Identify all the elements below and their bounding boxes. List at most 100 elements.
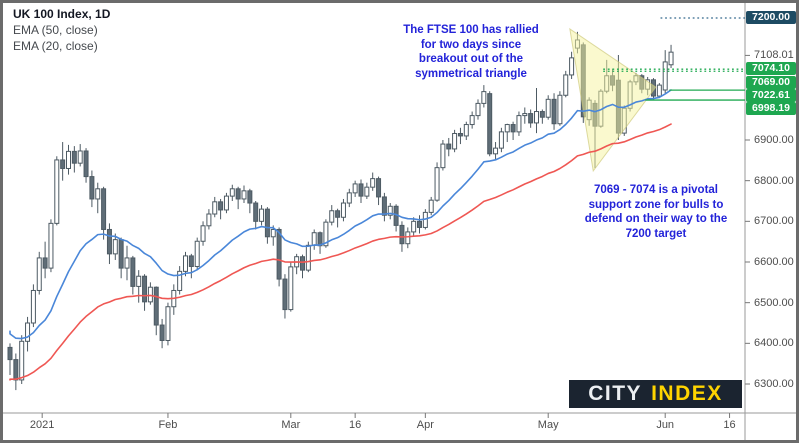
ema-50-line [9,123,672,381]
logo-index-text: INDEX [651,382,723,405]
candle-body [428,199,434,213]
price-tick-label: 6500.00 [754,296,794,309]
logo-city-text: CITY [588,382,643,405]
candle-body [153,286,159,326]
price-badge: 7069.00 [746,75,796,89]
candle-body [77,150,83,164]
price-axis[interactable]: 6900.00 6800.00 6700.00 6600.00 6500.00 6400.… [745,0,799,413]
candle-body [42,257,48,269]
candle-body [71,150,77,164]
candle-body [487,93,493,155]
candle-body [569,57,575,76]
time-tick-label: Apr [416,419,434,431]
candle-body [89,176,95,200]
candle-body [662,61,668,91]
symbol-title[interactable]: UK 100 Index, 1D [13,7,111,21]
candle-body [417,220,422,228]
candle-body [66,150,71,169]
candle-body [212,201,218,215]
candle-body [223,195,229,211]
candle-body [411,220,417,233]
city-index-logo: CITY INDEX [569,380,742,408]
candle-body [352,183,358,194]
time-tick-label: 16 [349,419,362,431]
candle-body [539,111,545,118]
price-badge: 7074.10 [746,62,796,76]
candle-body [551,98,557,125]
candle-body [7,346,13,361]
candle-body [218,201,224,211]
candle-body [534,111,539,124]
candle-body [376,178,382,198]
candle-body [25,322,31,342]
candle-body [253,202,259,222]
indicator-ema20[interactable]: EMA (20, close) [13,39,98,53]
candle-body [235,188,241,200]
price-badge: 7022.61 [746,88,796,102]
candle-body [36,257,42,291]
candle-body [48,222,54,269]
candle-body [434,167,440,201]
candle-body [206,213,212,227]
candle-body [498,131,504,149]
candle-body [101,188,107,230]
price-tick-label: 6400.00 [754,337,794,350]
price-tick-label: 6800.00 [754,174,794,187]
candle-body [522,113,528,117]
price-tick-label: 6900.00 [754,133,794,146]
indicator-ema50[interactable]: EMA (50, close) [13,23,98,37]
candle-body [463,124,469,137]
candle-body [545,98,551,118]
candle-body [270,228,276,238]
candle-body [557,94,563,125]
ema-20-line [9,89,672,340]
candle-body [30,289,36,324]
time-tick-label: 2021 [29,419,55,431]
candle-body [528,113,534,124]
candle-body [563,74,569,96]
candle-body [142,275,148,303]
candle-body [358,183,364,197]
candle-body [194,240,200,267]
candle-body [504,124,510,133]
candle-body [136,275,142,287]
candle-body [106,228,112,255]
chart-legend: UK 100 Index, 1D EMA (50, close) EMA (20… [13,6,110,54]
price-tick-label: 6300.00 [754,378,794,390]
candle-body [305,244,311,271]
candle-body [668,51,674,66]
candle-body [165,306,171,341]
candle-body [452,132,458,150]
time-axis[interactable]: 2021 Feb Mar 16 Apr May Jun 16 [0,413,745,443]
candle-body [60,159,66,169]
candle-body [323,221,329,247]
candle-body [183,255,188,272]
candle-body [83,150,89,178]
candle-body [346,192,352,204]
candle-body [516,115,522,133]
candle-body [282,278,288,311]
price-badge: 6998.19 [746,102,796,116]
candle-body [276,228,282,280]
last-price-label: 7108.01 [754,49,794,62]
candle-body [259,208,265,222]
candle-body [493,147,499,155]
price-badge: 7200.00 [746,10,796,24]
time-tick-label: Jun [656,419,675,431]
triangle-pattern [569,27,657,173]
candle-body [405,231,411,245]
candle-body [481,91,487,104]
time-tick-label: Feb [158,419,178,431]
candle-body [264,208,270,238]
annotation-breakout: The FTSE 100 has rallied for two days si… [403,24,539,80]
candle-body [19,340,25,381]
time-tick-label: 16 [723,419,736,431]
candle-body [399,224,405,245]
candle-body [370,178,376,188]
annotation-support: 7069 - 7074 is a pivotal support zone fo… [584,184,728,240]
candle-body [130,257,136,287]
candle-body [288,266,294,311]
price-tick-label: 6700.00 [754,215,794,228]
